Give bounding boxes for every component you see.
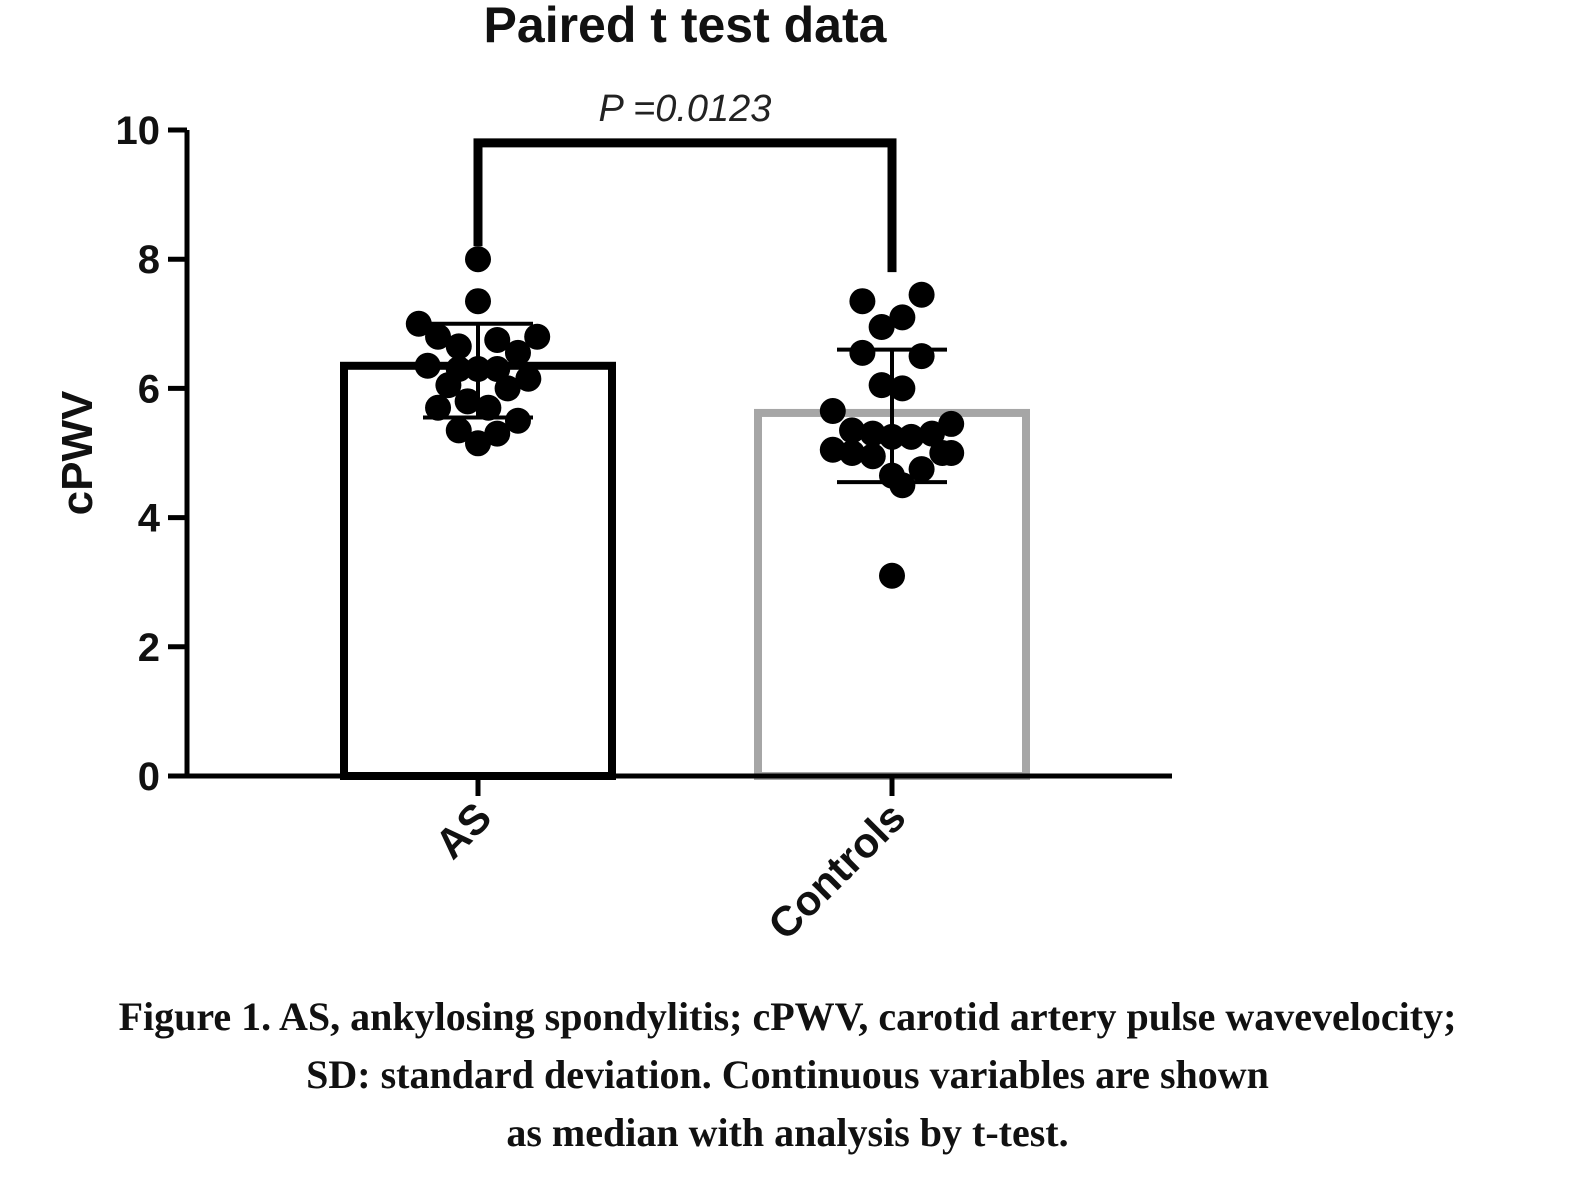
bars-layer xyxy=(340,361,1030,780)
data-point-as-21 xyxy=(465,430,491,457)
data-point-as-15 xyxy=(494,375,521,402)
data-point-controls-6 xyxy=(908,343,935,370)
axes-layer xyxy=(184,130,1172,779)
figure-caption: Figure 1. AS, ankylosing spondylitis; cP… xyxy=(0,988,1575,1162)
error-bars-layer xyxy=(423,321,947,485)
significance-annotation: P =0.0123 xyxy=(473,88,897,273)
data-point-controls-5 xyxy=(849,339,876,366)
data-point-as-2 xyxy=(425,323,452,350)
data-point-as-5 xyxy=(524,323,551,350)
data-point-as-18 xyxy=(475,394,502,421)
y-ticks-layer: 0 2 4 6 8 10 xyxy=(116,109,187,799)
y-tick-label-8: 8 xyxy=(138,238,160,282)
x-tick-label-controls: Controls xyxy=(759,793,914,948)
y-axis-label: cPWV xyxy=(53,390,102,515)
data-point-controls-24 xyxy=(879,562,905,589)
caption-line-2: SD: standard deviation. Continuous varia… xyxy=(306,1052,1269,1097)
data-point-controls-17 xyxy=(839,440,866,466)
data-point-as-20 xyxy=(445,417,472,444)
data-point-controls-2 xyxy=(889,304,916,331)
data-point-as-14 xyxy=(435,372,462,399)
significance-bracket xyxy=(473,138,897,273)
y-tick-label-2: 2 xyxy=(138,626,160,670)
data-point-as-13 xyxy=(515,365,542,392)
data-point-controls-23 xyxy=(938,440,965,466)
data-point-as-7 xyxy=(445,333,472,360)
data-point-as-8 xyxy=(414,352,441,379)
data-point-controls-11 xyxy=(859,420,886,447)
data-point-controls-10 xyxy=(839,417,866,444)
chart-title: Paired t test data xyxy=(484,0,888,53)
caption-line-3: as median with analysis by t-test. xyxy=(506,1110,1069,1155)
y-tick-label-4: 4 xyxy=(138,497,161,541)
data-point-as-1 xyxy=(405,310,432,337)
data-point-as-12 xyxy=(504,339,531,366)
data-point-controls-4 xyxy=(868,314,895,341)
data-point-as-11 xyxy=(484,356,511,383)
data-point-controls-15 xyxy=(938,410,965,437)
y-tick-label-6: 6 xyxy=(138,367,160,411)
data-point-controls-16 xyxy=(819,436,846,463)
data-point-controls-21 xyxy=(908,456,935,483)
data-point-controls-9 xyxy=(819,398,846,425)
data-point-controls-3 xyxy=(908,281,935,308)
data-point-as-16 xyxy=(425,394,452,421)
data-point-controls-1 xyxy=(849,288,876,315)
data-point-controls-8 xyxy=(889,375,916,402)
caption-line-1: Figure 1. AS, ankylosing spondylitis; cP… xyxy=(118,994,1457,1039)
y-tick-label-0: 0 xyxy=(138,755,160,799)
data-point-as-22 xyxy=(484,420,511,447)
data-point-as-3 xyxy=(465,246,491,273)
p-value-label: P =0.0123 xyxy=(599,88,772,130)
data-point-controls-7 xyxy=(868,372,895,399)
y-tick-label-10: 10 xyxy=(116,109,161,153)
data-point-controls-14 xyxy=(918,420,945,447)
data-point-controls-13 xyxy=(898,423,925,450)
data-point-controls-20 xyxy=(889,472,916,499)
data-point-controls-18 xyxy=(859,443,886,470)
data-point-as-19 xyxy=(504,407,531,434)
data-point-as-6 xyxy=(484,326,511,353)
x-ticks-layer: AS Controls xyxy=(426,776,914,948)
bar-as xyxy=(340,361,616,780)
x-tick-label-as: AS xyxy=(426,793,501,868)
data-point-as-17 xyxy=(454,388,481,415)
data-point-as-4 xyxy=(465,288,491,315)
